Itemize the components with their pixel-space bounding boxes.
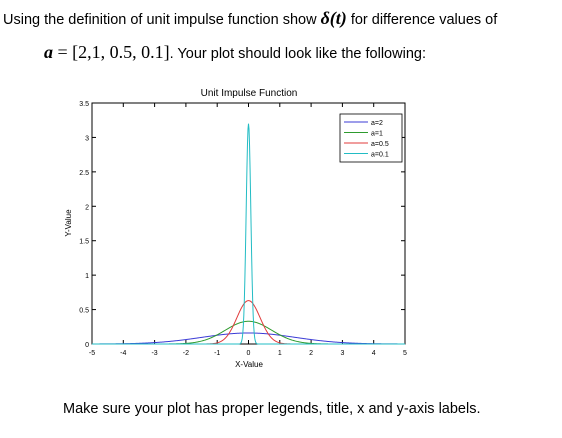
y-tick-label: 3.5 — [79, 101, 89, 108]
instructions-footer: Make sure your plot has proper legends, … — [63, 401, 481, 417]
legend-entry: a=0.1 — [371, 152, 389, 159]
x-tick-label: -1 — [214, 350, 220, 357]
x-tick-label: -4 — [120, 350, 126, 357]
x-tick-label: -3 — [151, 350, 157, 357]
chart-title: Unit Impulse Function — [201, 88, 298, 99]
x-tick-label: 3 — [340, 350, 344, 357]
x-tick-label: -2 — [183, 350, 189, 357]
legend: a=2 a=1 a=0.5 a=0.1 — [339, 113, 403, 163]
y-tick-label: 2.5 — [79, 170, 89, 177]
series-line-a=2 — [92, 332, 405, 345]
legend-entry: a=1 — [371, 131, 383, 138]
x-axis-label: X-Value — [235, 360, 263, 369]
prompt-line-1: Using the definition of unit impulse fun… — [3, 8, 497, 29]
variable-a: a — [44, 42, 53, 62]
y-tick-label: 0.5 — [79, 308, 89, 315]
a-values: = [2,1, 0.5, 0.1] — [53, 42, 170, 62]
legend-entry: a=0.5 — [371, 141, 389, 148]
y-tick-label: 2 — [85, 204, 89, 211]
prompt-line-2: a = [2,1, 0.5, 0.1]. Your plot should lo… — [44, 42, 426, 63]
x-tick-label: 4 — [372, 350, 376, 357]
x-tick-label: 1 — [278, 350, 282, 357]
x-tick-label: 5 — [403, 350, 407, 357]
y-tick-label: 1.5 — [79, 239, 89, 246]
y-tick-label: 0 — [85, 342, 89, 349]
series-line-a=0.1 — [92, 123, 405, 345]
y-axis-label: Y-Value — [64, 209, 73, 237]
legend-entry: a=2 — [371, 120, 383, 127]
y-tick-label: 1 — [85, 273, 89, 280]
prompt-line-2-text: . Your plot should look like the followi… — [169, 46, 426, 62]
x-tick-label: 2 — [309, 350, 313, 357]
delta-symbol: δ(t) — [320, 8, 347, 28]
x-tick-label: 0 — [247, 350, 251, 357]
prompt-line-1-end: for difference values of — [346, 12, 498, 28]
y-tick-label: 3 — [85, 135, 89, 142]
prompt-line-1-text: Using the definition of unit impulse fun… — [3, 12, 321, 28]
x-tick-label: -5 — [89, 350, 95, 357]
